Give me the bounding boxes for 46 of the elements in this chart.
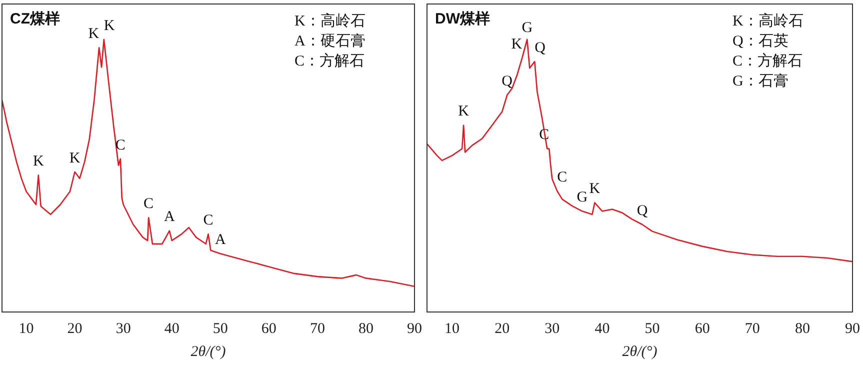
x-axis-title: 2θ/(°) <box>190 344 226 360</box>
text: K：高岭石 <box>732 12 804 30</box>
x-tick-label: 50 <box>212 320 228 337</box>
annotation: K <box>32 154 44 170</box>
x-tick-label: 70 <box>310 320 325 337</box>
annotation: A <box>164 209 176 226</box>
annotation: K <box>88 26 100 42</box>
x-axis-title: 2θ/(°) <box>622 344 658 360</box>
x-tick-label: 40 <box>594 320 610 337</box>
x-tick-label: 60 <box>261 320 276 337</box>
annotation: Q <box>636 202 648 219</box>
x-tick-label: 90 <box>845 320 860 337</box>
annotation: C：方解石 <box>732 52 803 70</box>
annotation: G：石膏 <box>732 72 788 90</box>
x-tick-label: 60 <box>694 320 710 337</box>
x-tick-label: 40 <box>164 320 180 337</box>
annotation: K <box>458 104 470 120</box>
x-tick-label: 70 <box>744 320 760 337</box>
x-tick-label: 50 <box>644 320 660 337</box>
annotation: K <box>589 181 600 198</box>
x-tick-label: 10 <box>444 320 460 337</box>
annotation: K <box>511 36 522 52</box>
x-tick-label: 30 <box>116 320 131 337</box>
annotation: Q：石英 <box>732 32 788 50</box>
text: K：高岭石 <box>294 12 366 30</box>
annotation: K <box>104 18 115 34</box>
annotation: C <box>144 196 154 212</box>
chart-title: DW煤样 <box>435 10 490 28</box>
annotation: C <box>557 169 568 186</box>
annotation: C：方解石 <box>294 52 365 70</box>
x-tick-label: 30 <box>544 320 560 337</box>
x-tick-label: 80 <box>794 320 810 337</box>
x-tick-label: 90 <box>407 320 422 337</box>
x-tick-label: 10 <box>18 320 34 337</box>
annotation: G <box>522 20 533 36</box>
x-tick-label: 20 <box>494 320 510 337</box>
x-tick-label: 80 <box>358 320 374 337</box>
annotation: Q <box>534 40 546 56</box>
x-tick-label: 20 <box>67 320 82 337</box>
annotation: K <box>69 150 80 166</box>
annotation: A <box>214 232 226 248</box>
annotation: Q <box>502 73 513 90</box>
annotation: C <box>203 212 214 228</box>
chart-title: CZ煤样 <box>10 10 60 28</box>
annotation: A：硬石膏 <box>294 32 366 50</box>
annotation: G <box>576 190 588 206</box>
